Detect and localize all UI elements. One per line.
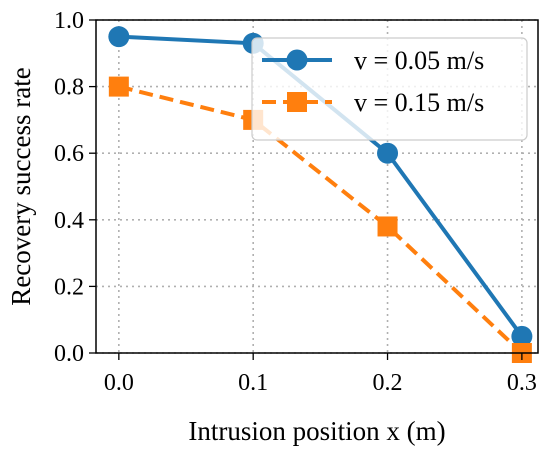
legend-marker — [286, 49, 308, 71]
data-point — [108, 26, 130, 48]
legend-box — [251, 37, 528, 141]
y-tick-label: 0.4 — [54, 208, 84, 234]
data-point — [377, 142, 399, 164]
data-point — [108, 76, 129, 97]
x-tick-label: 0.2 — [373, 370, 403, 396]
x-tick-label: 0.0 — [104, 370, 134, 396]
y-tick-label: 0.0 — [54, 341, 84, 367]
data-point — [377, 216, 398, 237]
y-tick-label: 0.8 — [54, 75, 84, 101]
x-axis-label: Intrusion position x (m) — [188, 416, 445, 446]
legend-marker — [287, 92, 307, 112]
series-line-2 — [118, 84, 524, 355]
y-tick-label: 1.0 — [54, 8, 84, 34]
legend-label: v = 0.15 m/s — [354, 88, 484, 117]
y-tick-label: 0.6 — [54, 141, 84, 167]
y-axis-label: Recovery success rate — [6, 67, 36, 305]
x-tick-label: 0.1 — [238, 370, 268, 396]
data-point — [511, 325, 533, 347]
y-tick-label: 0.2 — [54, 274, 84, 300]
plot-frame — [95, 19, 539, 354]
x-tick-label: 0.3 — [507, 370, 537, 396]
legend-label: v = 0.05 m/s — [354, 46, 484, 75]
axis-ticks: 0.0 0.1 0.2 0.3 0.0 0.2 0.4 0.6 0.8 1.0 — [54, 8, 537, 396]
legend: v = 0.05 m/s v = 0.15 m/s — [251, 37, 528, 141]
